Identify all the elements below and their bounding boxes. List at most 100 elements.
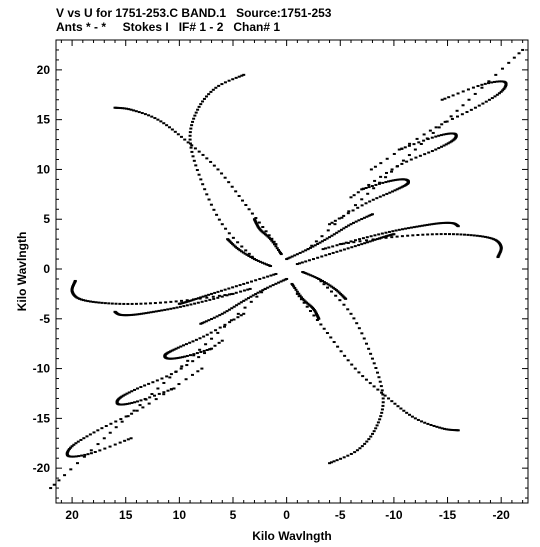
uv-point (249, 295, 253, 298)
uv-point (295, 253, 299, 256)
uv-point (384, 236, 388, 239)
uv-point (211, 88, 215, 91)
uv-point (397, 228, 401, 231)
uv-point (391, 190, 395, 193)
uv-point (165, 124, 169, 127)
uv-point (119, 418, 123, 421)
uv-point (331, 245, 335, 248)
uv-point (254, 258, 258, 261)
uv-point (421, 233, 425, 236)
uv-point (68, 455, 72, 458)
uv-point (143, 384, 147, 387)
uv-point (260, 261, 264, 264)
uv-point (376, 421, 380, 424)
uv-point (103, 447, 107, 450)
uv-point (416, 233, 420, 236)
uv-point (100, 427, 104, 430)
y-tick-label: 0 (43, 262, 50, 276)
uv-point (521, 48, 525, 51)
uv-point (333, 223, 337, 226)
uv-point (395, 188, 399, 191)
uv-point (186, 300, 190, 303)
uv-point (199, 178, 203, 181)
uv-point (191, 360, 195, 363)
uv-point (428, 223, 432, 226)
uv-point (451, 429, 455, 432)
uv-point (404, 227, 408, 230)
uv-point (330, 285, 334, 288)
uv-point (377, 237, 381, 240)
uv-point (153, 117, 157, 120)
uv-point (330, 234, 334, 237)
uv-point (443, 233, 447, 236)
uv-point (76, 440, 80, 443)
uv-point (409, 226, 413, 229)
uv-point (417, 141, 421, 144)
uv-point (312, 314, 316, 317)
uv-point (307, 259, 311, 262)
uv-point (430, 150, 434, 153)
uv-point (384, 171, 388, 174)
uv-point (302, 299, 306, 302)
uv-point (380, 391, 384, 394)
uv-point (190, 373, 194, 376)
uv-point (209, 90, 213, 93)
uv-point (130, 401, 134, 404)
uv-point (342, 303, 346, 306)
uv-point (355, 449, 359, 452)
uv-point (139, 302, 143, 305)
uv-point (249, 256, 253, 259)
uv-point (324, 254, 328, 257)
uv-point (385, 157, 389, 160)
uv-point (196, 108, 200, 111)
uv-point (179, 345, 183, 348)
uv-point (420, 420, 424, 423)
uv-point (364, 202, 368, 205)
uv-point (463, 233, 467, 236)
uv-point (66, 450, 70, 453)
uv-point (393, 189, 397, 192)
uv-point (451, 94, 455, 97)
uv-point (193, 302, 197, 305)
uv-point (299, 296, 303, 299)
uv-point (234, 291, 238, 294)
uv-point (176, 346, 180, 349)
uv-point (258, 290, 262, 293)
uv-point (456, 115, 460, 118)
uv-point (135, 313, 139, 316)
uv-point (494, 73, 498, 76)
uv-point (335, 459, 339, 462)
uv-point (448, 132, 452, 135)
uv-point (422, 139, 426, 142)
uv-point (499, 80, 503, 83)
uv-point (147, 311, 151, 314)
uv-point (311, 307, 315, 310)
uv-point (380, 232, 384, 235)
uv-point (185, 299, 189, 302)
uv-point (335, 250, 339, 253)
uv-point (134, 110, 138, 113)
uv-point (239, 301, 243, 304)
uv-point (70, 286, 74, 289)
uv-point (65, 451, 69, 454)
uv-point (252, 218, 256, 221)
uv-point (497, 253, 501, 256)
uv-point (434, 135, 438, 138)
uv-point (356, 191, 360, 194)
uv-point (160, 377, 164, 380)
uv-point (220, 295, 224, 298)
uv-point (490, 237, 494, 240)
uv-point (223, 323, 227, 326)
uv-point (162, 122, 166, 125)
uv-point (236, 241, 240, 244)
uv-point (194, 297, 198, 300)
uv-point (184, 343, 188, 346)
uv-point (301, 250, 305, 253)
uv-point (325, 237, 329, 240)
uv-point (232, 305, 236, 308)
uv-point (188, 142, 192, 145)
uv-point (148, 302, 152, 305)
uv-point (188, 134, 192, 137)
uv-point (196, 297, 200, 300)
uv-point (480, 83, 484, 86)
